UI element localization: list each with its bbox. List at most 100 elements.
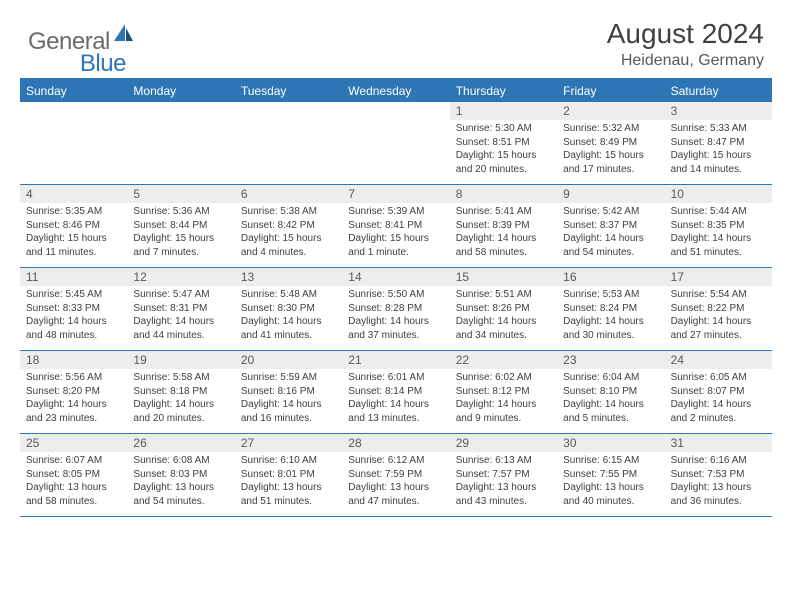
- day-detail-line: Daylight: 15 hours: [563, 149, 658, 163]
- day-cell: 19Sunrise: 5:58 AMSunset: 8:18 PMDayligh…: [127, 351, 234, 433]
- day-number: 2: [557, 102, 664, 120]
- day-body: Sunrise: 6:04 AMSunset: 8:10 PMDaylight:…: [557, 369, 664, 429]
- day-detail-line: Sunrise: 5:39 AM: [348, 205, 443, 219]
- day-cell: 15Sunrise: 5:51 AMSunset: 8:26 PMDayligh…: [450, 268, 557, 350]
- day-cell: 4Sunrise: 5:35 AMSunset: 8:46 PMDaylight…: [20, 185, 127, 267]
- day-detail-line: Sunset: 8:42 PM: [241, 219, 336, 233]
- day-detail-line: and 48 minutes.: [26, 329, 121, 343]
- day-cell: 30Sunrise: 6:15 AMSunset: 7:55 PMDayligh…: [557, 434, 664, 516]
- week-row: 18Sunrise: 5:56 AMSunset: 8:20 PMDayligh…: [20, 351, 772, 434]
- day-number: 20: [235, 351, 342, 369]
- day-header: Saturday: [665, 80, 772, 102]
- week-row: 11Sunrise: 5:45 AMSunset: 8:33 PMDayligh…: [20, 268, 772, 351]
- day-body: Sunrise: 5:47 AMSunset: 8:31 PMDaylight:…: [127, 286, 234, 346]
- day-body: Sunrise: 5:32 AMSunset: 8:49 PMDaylight:…: [557, 120, 664, 180]
- day-number: 22: [450, 351, 557, 369]
- title-block: August 2024 Heidenau, Germany: [607, 18, 764, 70]
- day-detail-line: and 9 minutes.: [456, 412, 551, 426]
- day-detail-line: Daylight: 14 hours: [456, 398, 551, 412]
- day-number: 25: [20, 434, 127, 452]
- day-detail-line: Sunset: 8:46 PM: [26, 219, 121, 233]
- day-detail-line: Sunrise: 6:04 AM: [563, 371, 658, 385]
- day-detail-line: Daylight: 14 hours: [671, 398, 766, 412]
- day-body: Sunrise: 6:13 AMSunset: 7:57 PMDaylight:…: [450, 452, 557, 512]
- day-detail-line: Sunset: 8:47 PM: [671, 136, 766, 150]
- day-header: Tuesday: [235, 80, 342, 102]
- day-detail-line: Sunrise: 5:36 AM: [133, 205, 228, 219]
- day-detail-line: Sunset: 8:20 PM: [26, 385, 121, 399]
- day-header: Monday: [127, 80, 234, 102]
- day-detail-line: Sunrise: 5:48 AM: [241, 288, 336, 302]
- logo-sail-icon: [114, 24, 134, 47]
- day-detail-line: Daylight: 14 hours: [456, 315, 551, 329]
- day-detail-line: Daylight: 14 hours: [563, 315, 658, 329]
- day-detail-line: Daylight: 13 hours: [133, 481, 228, 495]
- day-detail-line: Sunset: 8:05 PM: [26, 468, 121, 482]
- day-detail-line: and 11 minutes.: [26, 246, 121, 260]
- day-body: Sunrise: 6:05 AMSunset: 8:07 PMDaylight:…: [665, 369, 772, 429]
- day-detail-line: Sunset: 8:44 PM: [133, 219, 228, 233]
- day-detail-line: and 54 minutes.: [133, 495, 228, 509]
- day-detail-line: Sunset: 7:55 PM: [563, 468, 658, 482]
- day-cell: 17Sunrise: 5:54 AMSunset: 8:22 PMDayligh…: [665, 268, 772, 350]
- day-cell: 3Sunrise: 5:33 AMSunset: 8:47 PMDaylight…: [665, 102, 772, 184]
- day-number: 19: [127, 351, 234, 369]
- day-cell: 23Sunrise: 6:04 AMSunset: 8:10 PMDayligh…: [557, 351, 664, 433]
- day-detail-line: Sunrise: 5:47 AM: [133, 288, 228, 302]
- day-detail-line: and 43 minutes.: [456, 495, 551, 509]
- day-detail-line: Sunset: 8:37 PM: [563, 219, 658, 233]
- day-detail-line: and 44 minutes.: [133, 329, 228, 343]
- day-cell: 6Sunrise: 5:38 AMSunset: 8:42 PMDaylight…: [235, 185, 342, 267]
- day-detail-line: and 20 minutes.: [456, 163, 551, 177]
- page-header: General Blue August 2024 Heidenau, Germa…: [20, 18, 772, 78]
- day-detail-line: Daylight: 14 hours: [671, 232, 766, 246]
- day-number: 13: [235, 268, 342, 286]
- day-body: Sunrise: 6:02 AMSunset: 8:12 PMDaylight:…: [450, 369, 557, 429]
- day-detail-line: Daylight: 14 hours: [456, 232, 551, 246]
- day-detail-line: Sunset: 8:51 PM: [456, 136, 551, 150]
- day-body: Sunrise: 5:53 AMSunset: 8:24 PMDaylight:…: [557, 286, 664, 346]
- day-detail-line: Daylight: 15 hours: [241, 232, 336, 246]
- calendar-grid: SundayMondayTuesdayWednesdayThursdayFrid…: [20, 78, 772, 517]
- day-body: [235, 120, 342, 126]
- day-detail-line: Sunset: 8:39 PM: [456, 219, 551, 233]
- day-detail-line: Daylight: 15 hours: [456, 149, 551, 163]
- day-cell: 20Sunrise: 5:59 AMSunset: 8:16 PMDayligh…: [235, 351, 342, 433]
- day-number: 18: [20, 351, 127, 369]
- day-detail-line: Sunrise: 6:02 AM: [456, 371, 551, 385]
- day-detail-line: Sunset: 8:14 PM: [348, 385, 443, 399]
- day-detail-line: Sunset: 8:10 PM: [563, 385, 658, 399]
- day-detail-line: and 47 minutes.: [348, 495, 443, 509]
- day-detail-line: Sunrise: 6:13 AM: [456, 454, 551, 468]
- day-detail-line: and 58 minutes.: [26, 495, 121, 509]
- day-number: 4: [20, 185, 127, 203]
- day-detail-line: Sunrise: 6:12 AM: [348, 454, 443, 468]
- day-detail-line: Daylight: 14 hours: [671, 315, 766, 329]
- day-number: 30: [557, 434, 664, 452]
- day-detail-line: Daylight: 14 hours: [563, 398, 658, 412]
- day-number: 17: [665, 268, 772, 286]
- day-body: Sunrise: 5:50 AMSunset: 8:28 PMDaylight:…: [342, 286, 449, 346]
- day-body: Sunrise: 5:39 AMSunset: 8:41 PMDaylight:…: [342, 203, 449, 263]
- day-body: Sunrise: 5:42 AMSunset: 8:37 PMDaylight:…: [557, 203, 664, 263]
- day-detail-line: and 4 minutes.: [241, 246, 336, 260]
- day-body: Sunrise: 5:58 AMSunset: 8:18 PMDaylight:…: [127, 369, 234, 429]
- day-number: 31: [665, 434, 772, 452]
- day-cell: 25Sunrise: 6:07 AMSunset: 8:05 PMDayligh…: [20, 434, 127, 516]
- day-cell: [342, 102, 449, 184]
- day-detail-line: Sunset: 8:49 PM: [563, 136, 658, 150]
- day-detail-line: and 34 minutes.: [456, 329, 551, 343]
- day-number: 16: [557, 268, 664, 286]
- day-detail-line: Daylight: 14 hours: [133, 398, 228, 412]
- day-number: 5: [127, 185, 234, 203]
- day-detail-line: and 41 minutes.: [241, 329, 336, 343]
- day-cell: 2Sunrise: 5:32 AMSunset: 8:49 PMDaylight…: [557, 102, 664, 184]
- day-detail-line: and 51 minutes.: [671, 246, 766, 260]
- day-number: 28: [342, 434, 449, 452]
- day-number: 24: [665, 351, 772, 369]
- day-detail-line: Sunrise: 5:41 AM: [456, 205, 551, 219]
- day-header: Sunday: [20, 80, 127, 102]
- day-detail-line: Sunset: 8:01 PM: [241, 468, 336, 482]
- day-body: Sunrise: 5:38 AMSunset: 8:42 PMDaylight:…: [235, 203, 342, 263]
- day-detail-line: and 37 minutes.: [348, 329, 443, 343]
